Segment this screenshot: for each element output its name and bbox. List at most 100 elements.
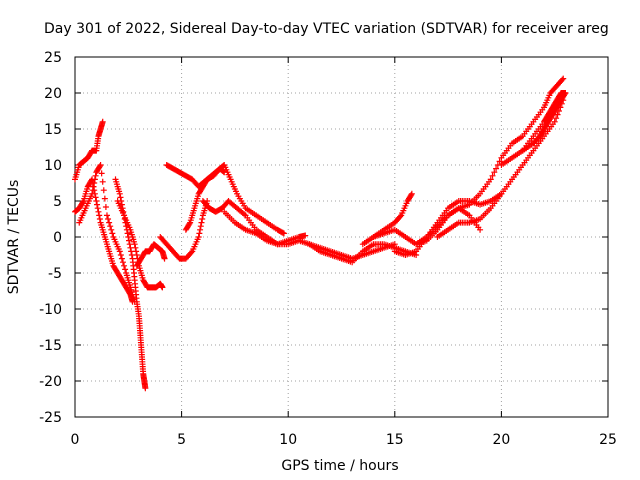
data-point: [107, 223, 114, 230]
data-point: [132, 244, 139, 251]
y-tick-label: 20: [44, 86, 62, 102]
data-point: [108, 226, 115, 233]
series-track-s: [519, 90, 569, 154]
data-point: [100, 187, 107, 194]
data-point: [94, 201, 101, 208]
series-track-f: [133, 241, 168, 269]
data-point: [491, 169, 498, 176]
data-point: [159, 284, 166, 291]
data-point: [126, 237, 133, 244]
data-point: [118, 255, 125, 262]
x-tick-label: 10: [279, 432, 297, 448]
y-tick-label: 25: [44, 50, 62, 66]
data-point: [106, 219, 113, 226]
data-point: [493, 165, 500, 172]
series-track-i: [182, 165, 228, 233]
data-point: [186, 220, 193, 227]
data-point: [116, 248, 123, 255]
series-track-l: [306, 241, 420, 266]
data-point: [116, 190, 123, 197]
data-point: [89, 190, 96, 197]
y-tick-label: 10: [44, 158, 62, 174]
data-point: [562, 90, 569, 96]
data-point: [90, 183, 97, 190]
y-tick-label: 15: [44, 122, 62, 138]
data-point: [199, 216, 206, 222]
data-point: [96, 163, 103, 170]
data-point: [92, 172, 99, 179]
data-point: [477, 226, 484, 233]
data-point: [489, 172, 496, 179]
data-point: [408, 190, 415, 197]
data-point: [133, 252, 140, 258]
data-point: [119, 259, 126, 266]
x-tick-label: 20: [492, 432, 510, 448]
data-point: [102, 204, 109, 210]
data-point: [487, 176, 494, 183]
data-point: [408, 192, 415, 198]
data-point: [142, 385, 149, 392]
data-point: [188, 249, 195, 256]
data-point: [101, 195, 108, 202]
x-tick-label: 0: [71, 432, 80, 448]
data-point: [92, 194, 99, 201]
data-point: [96, 212, 103, 219]
data-point: [95, 208, 102, 215]
data-point: [302, 232, 309, 239]
series-track-p: [413, 75, 567, 248]
x-tick-label: 25: [599, 432, 617, 448]
x-axis-label: GPS time / hours: [281, 458, 398, 474]
data-series: [72, 75, 569, 392]
y-tick-label: -25: [39, 410, 62, 426]
data-point: [496, 158, 503, 165]
data-point: [96, 216, 103, 222]
y-tick-label: -5: [48, 266, 62, 282]
data-point: [99, 178, 106, 185]
plot-frame: [74, 56, 609, 418]
data-point: [93, 198, 100, 204]
data-point: [197, 223, 204, 230]
data-point: [551, 118, 558, 125]
data-point: [198, 219, 205, 226]
data-point: [397, 213, 404, 220]
data-point: [91, 176, 98, 183]
data-point: [133, 248, 140, 255]
y-tick-label: 5: [53, 194, 62, 210]
data-point: [91, 180, 98, 186]
data-point: [124, 230, 131, 237]
x-tick-label: 5: [177, 432, 186, 448]
axis-ticks: 0 5 10 15 20 25 -25 -20 -15 -10 -5 0 5 10 15 20 25: [39, 50, 617, 448]
data-point: [195, 234, 202, 240]
y-tick-label: -20: [39, 374, 62, 390]
data-point: [109, 230, 116, 237]
data-point: [89, 187, 96, 194]
data-point: [103, 212, 110, 219]
series-track-c: [76, 162, 138, 305]
series-track-j: [199, 198, 309, 248]
data-point: [99, 118, 106, 125]
y-tick-label: 0: [53, 230, 62, 246]
series-track-h: [163, 162, 287, 237]
data-point: [79, 199, 86, 206]
data-point: [161, 255, 168, 262]
grid-lines: [75, 57, 608, 417]
data-point: [560, 75, 567, 82]
data-point: [280, 230, 287, 237]
data-point: [105, 216, 112, 222]
data-point: [97, 162, 104, 168]
chart-title: Day 301 of 2022, Sidereal Day-to-day VTE…: [44, 21, 609, 37]
data-point: [121, 262, 128, 269]
data-point: [94, 205, 101, 212]
data-point: [131, 241, 138, 248]
data-point: [117, 252, 124, 258]
y-tick-label: -10: [39, 302, 62, 318]
data-point: [122, 266, 129, 273]
y-tick-label: -15: [39, 338, 62, 354]
x-tick-label: 15: [386, 432, 404, 448]
data-point: [117, 194, 124, 201]
series-track-r: [498, 90, 569, 168]
data-point: [197, 226, 204, 233]
series-track-a: [72, 118, 106, 183]
series-track-q: [434, 97, 567, 240]
